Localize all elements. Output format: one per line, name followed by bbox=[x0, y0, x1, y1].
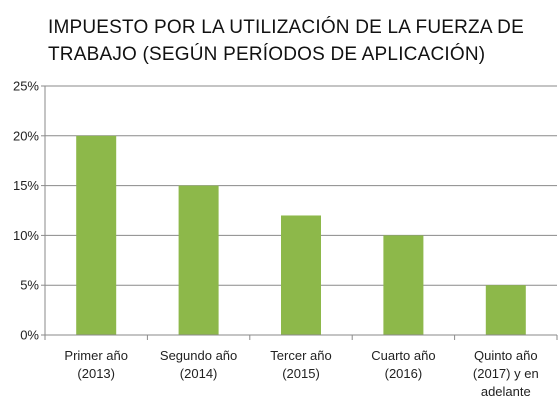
x-category-label-2-line-0: Tercer año bbox=[270, 348, 331, 363]
chart-title-line-1: IMPUESTO POR LA UTILIZACIÓN DE LA FUERZA… bbox=[48, 17, 524, 38]
bar-3 bbox=[383, 235, 424, 335]
x-category-label-4-line-1: (2017) y en bbox=[473, 366, 539, 381]
bar-0 bbox=[76, 135, 117, 335]
bars bbox=[76, 135, 526, 335]
y-tick-label-2: 10% bbox=[13, 228, 39, 243]
x-category-label-1-line-1: (2014) bbox=[180, 366, 218, 381]
x-category-label-4-line-2: adelante bbox=[481, 384, 531, 399]
chart-title-line-2: TRABAJO (SEGÚN PERÍODOS DE APLICACIÓN) bbox=[48, 44, 486, 65]
x-category-label-0-line-1: (2013) bbox=[77, 366, 115, 381]
x-category-label-1-line-0: Segundo año bbox=[160, 348, 237, 363]
y-tick-label-5: 25% bbox=[13, 79, 39, 94]
y-tick-labels: 0% 5% 10% 15% 20% 25% bbox=[13, 79, 39, 343]
bar-2 bbox=[281, 215, 321, 335]
bar-4 bbox=[485, 285, 526, 335]
x-category-labels: Primer año (2013) Segundo año (2014) Tercer … bbox=[64, 348, 538, 399]
x-category-label-0-line-0: Primer año bbox=[64, 348, 128, 363]
y-tick-label-0: 0% bbox=[20, 328, 39, 343]
axes bbox=[41, 85, 558, 340]
x-category-label-2-line-1: (2015) bbox=[282, 366, 320, 381]
y-tick-label-4: 20% bbox=[13, 128, 39, 143]
x-category-label-4-line-0: Quinto año bbox=[474, 348, 538, 363]
chart-title: IMPUESTO POR LA UTILIZACIÓN DE LA FUERZA… bbox=[48, 14, 524, 68]
x-category-label-3-line-0: Cuarto año bbox=[371, 348, 435, 363]
y-tick-label-1: 5% bbox=[20, 278, 39, 293]
x-category-label-3-line-1: (2016) bbox=[385, 366, 423, 381]
y-tick-label-3: 15% bbox=[13, 178, 39, 193]
bar-1 bbox=[178, 185, 219, 335]
